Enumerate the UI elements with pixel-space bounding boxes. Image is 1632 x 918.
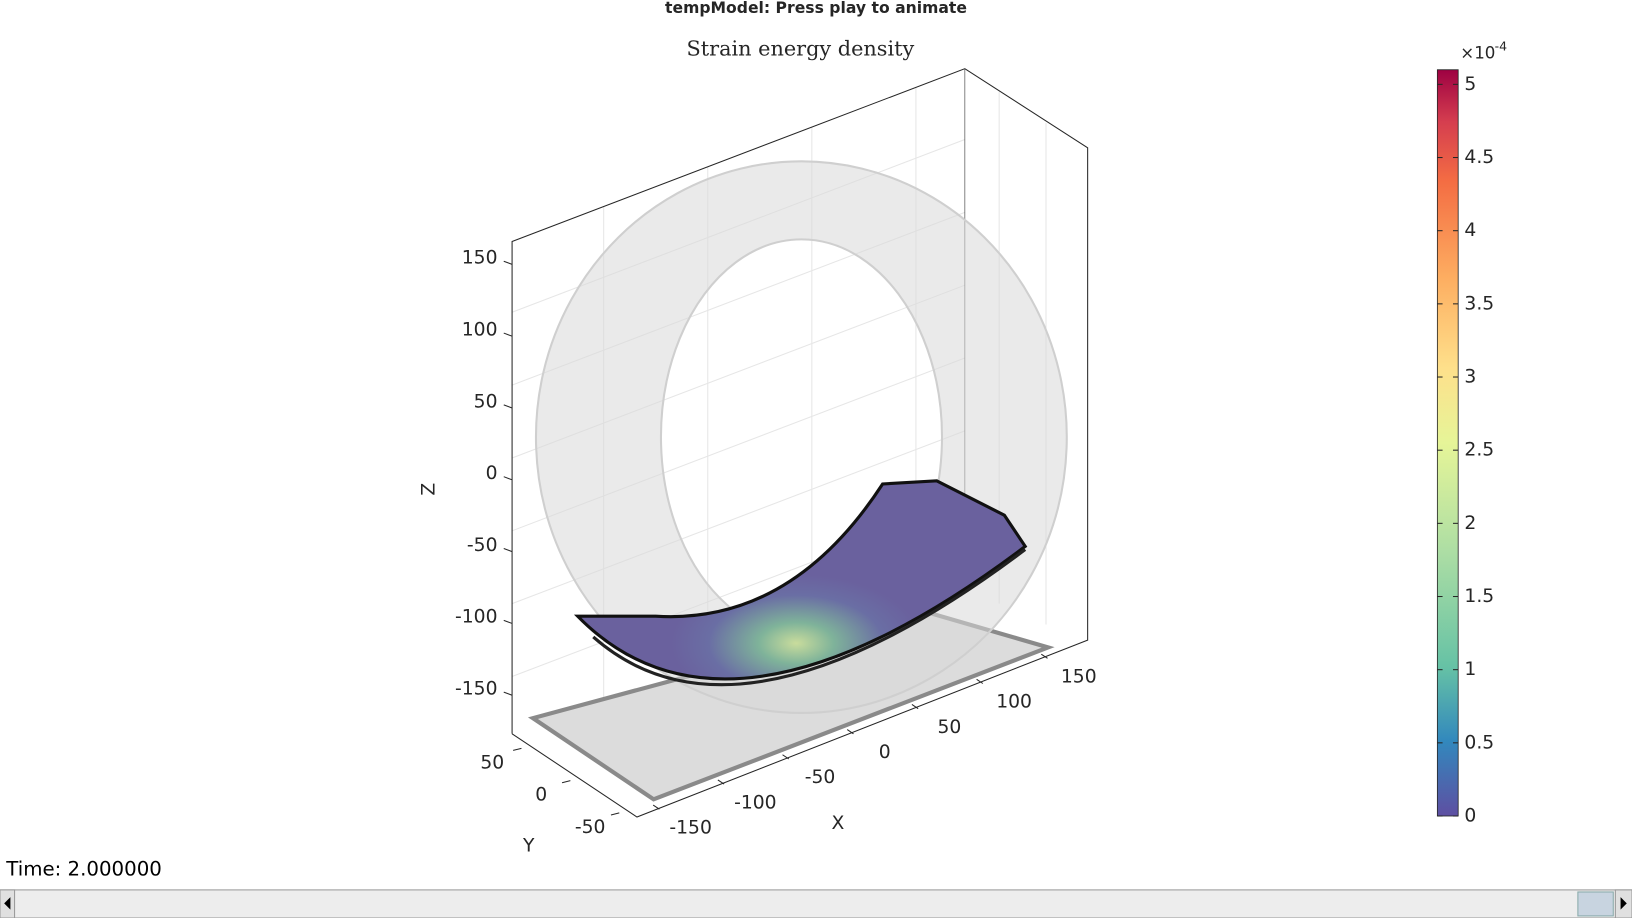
plot-title: Strain energy density [687, 36, 915, 60]
y-axis-label: Y [522, 836, 535, 857]
x-tick [652, 804, 660, 810]
x-tick-label: 50 [937, 717, 961, 738]
z-tick [503, 619, 513, 624]
scroll-thumb[interactable] [1577, 891, 1614, 917]
x-tick [1040, 653, 1048, 659]
colorbar-tick-label: 4.5 [1464, 147, 1494, 168]
z-tick [503, 260, 513, 265]
window-title: tempModel: Press play to animate [665, 0, 967, 17]
colorbar-tick-label: 2 [1464, 513, 1476, 534]
z-tick [503, 404, 513, 409]
scroll-track[interactable] [0, 889, 1632, 918]
colorbar-multiplier: ×10 [1460, 44, 1495, 63]
y-tick [512, 747, 522, 751]
colorbar-tick-label: 3.5 [1464, 293, 1494, 314]
x-tick-label: 150 [1061, 667, 1097, 688]
x-tick [846, 729, 854, 735]
z-tick-label: -150 [455, 679, 497, 700]
z-tick-label: -50 [467, 535, 498, 556]
z-tick-label: 50 [474, 391, 498, 412]
time-label: Time: 2.000000 [5, 858, 162, 881]
z-tick-label: -100 [455, 607, 497, 628]
y-tick-label: 0 [535, 785, 547, 806]
colorbar-tick-label: 2.5 [1464, 440, 1494, 461]
z-tick-label: 100 [462, 319, 498, 340]
z-tick-label: 150 [462, 248, 498, 269]
scroll-right-arrow [1620, 897, 1627, 910]
z-tick [503, 548, 513, 553]
x-tick [782, 754, 790, 760]
tire-deformed [573, 479, 1028, 681]
colorbar-tick-label: 0 [1464, 806, 1476, 827]
y-tick [610, 812, 620, 816]
x-tick-label: -50 [805, 767, 836, 788]
x-axis-label: X [831, 813, 844, 834]
colorbar-exponent: -4 [1495, 38, 1507, 53]
x-tick-label: -150 [669, 817, 711, 838]
z-tick-label: 0 [486, 463, 498, 484]
x-tick [976, 678, 984, 684]
colorbar-tick-label: 5 [1464, 74, 1476, 95]
x-tick-label: -100 [734, 792, 776, 813]
y-tick [561, 780, 571, 784]
y-tick-label: -50 [575, 817, 606, 838]
scrollbar[interactable] [0, 889, 1632, 918]
colorbar-tick-label: 4 [1464, 220, 1476, 241]
x-tick-label: 100 [996, 692, 1032, 713]
colorbar [1436, 69, 1459, 817]
tire-edge [592, 548, 1027, 687]
y-tick-label: 50 [480, 752, 504, 773]
colorbar-tick-label: 1.5 [1464, 586, 1494, 607]
scroll-left-arrow [4, 897, 11, 910]
z-tick [503, 476, 513, 481]
z-axis-label: Z [418, 483, 439, 496]
colorbar-tick-label: 3 [1464, 367, 1476, 388]
z-tick [503, 691, 513, 696]
z-tick [503, 332, 513, 337]
colorbar-tick-label: 0.5 [1464, 732, 1494, 753]
x-tick-label: 0 [879, 742, 891, 763]
colorbar-tick-label: 1 [1464, 659, 1476, 680]
x-tick [717, 779, 725, 785]
x-tick [911, 704, 919, 710]
